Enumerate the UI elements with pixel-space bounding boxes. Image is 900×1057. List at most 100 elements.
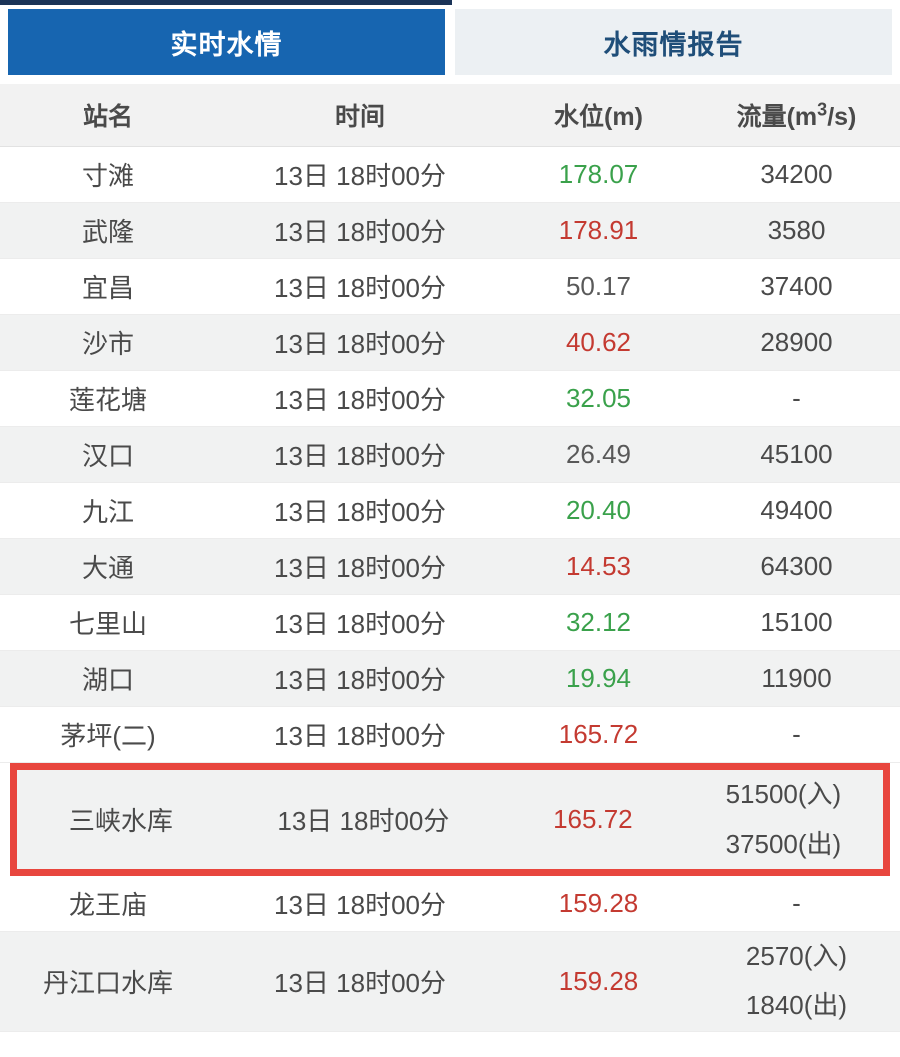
flow-line: - [792, 382, 801, 413]
active-tab-top-stripe [0, 0, 452, 5]
flow-cell: 3580 [693, 206, 900, 255]
flow-cell: 64300 [693, 542, 900, 591]
header-flow: 流量(m3/s) [693, 97, 900, 133]
flow-line: 11900 [761, 662, 832, 693]
station-cell: 茅坪(二) [60, 721, 156, 751]
table-row: 莲花塘 13日 18时00分 32.05 - [0, 371, 900, 427]
table-body: 寸滩 13日 18时00分 178.07 34200 武隆 13日 18时00分… [0, 147, 900, 1032]
flow-cell: 2570(入) 1840(出) [693, 932, 900, 1031]
time-cell: 13日 18时00分 [274, 967, 446, 998]
level-cell: 165.72 [558, 719, 639, 749]
level-cell: 165.72 [553, 804, 633, 834]
level-cell: 40.62 [565, 327, 632, 357]
station-cell: 三峡水库 [68, 806, 173, 836]
level-cell: 20.40 [565, 495, 632, 525]
table-row: 丹江口水库 13日 18时00分 159.28 2570(入) 1840(出) [0, 932, 900, 1032]
table-row: 沙市 13日 18时00分 40.62 28900 [0, 315, 900, 371]
flow-line: 64300 [760, 550, 833, 581]
time-cell: 13日 18时00分 [277, 806, 450, 836]
flow-cell: - [693, 879, 900, 928]
station-cell: 湖口 [81, 665, 134, 695]
station-cell: 寸滩 [81, 161, 134, 191]
table-row-highlighted: 三峡水库 13日 18时00分 165.72 51500(入) 37500(出) [10, 763, 890, 876]
time-cell: 13日 18时00分 [274, 273, 446, 303]
level-cell: 26.49 [565, 439, 632, 469]
station-cell: 丹江口水库 [42, 967, 173, 998]
header-station: 站名 [82, 103, 133, 131]
flow-cell: 51500(入) 37500(出) [684, 770, 883, 869]
time-cell: 13日 18时00分 [274, 609, 446, 639]
time-cell: 13日 18时00分 [274, 217, 446, 247]
table-row: 武隆 13日 18时00分 178.91 3580 [0, 203, 900, 259]
water-level-table: 站名 时间 水位(m) 流量(m3/s) 寸滩 13日 18时00分 178.0… [0, 84, 900, 1032]
table-row: 宜昌 13日 18时00分 50.17 37400 [0, 259, 900, 315]
tab-water-rain-report[interactable]: 水雨情报告 [455, 9, 892, 75]
flow-line: - [792, 718, 801, 749]
flow-unit-superscript: 3 [817, 99, 828, 120]
table-row: 汉口 13日 18时00分 26.49 45100 [0, 427, 900, 483]
time-cell: 13日 18时00分 [274, 385, 446, 415]
station-cell: 宜昌 [81, 273, 134, 303]
level-cell: 159.28 [558, 965, 639, 996]
station-cell: 武隆 [81, 217, 134, 247]
table-row: 湖口 13日 18时00分 19.94 11900 [0, 651, 900, 707]
level-cell: 32.12 [565, 607, 632, 637]
time-cell: 13日 18时00分 [274, 553, 446, 583]
flow-line: 37500(出) [725, 828, 842, 859]
flow-cell: 49400 [693, 486, 900, 535]
flow-line: 1840(出) [745, 990, 848, 1021]
time-cell: 13日 18时00分 [274, 497, 446, 527]
time-cell: 13日 18时00分 [274, 721, 446, 751]
level-cell: 19.94 [565, 663, 632, 693]
tab-realtime-water[interactable]: 实时水情 [8, 9, 445, 75]
table-row: 茅坪(二) 13日 18时00分 165.72 - [0, 707, 900, 763]
flow-line: 45100 [760, 438, 833, 469]
flow-cell: 34200 [693, 150, 900, 199]
flow-unit-suffix: /s) [827, 103, 857, 131]
table-row: 龙王庙 13日 18时00分 159.28 - [0, 876, 900, 932]
table-row: 寸滩 13日 18时00分 178.07 34200 [0, 147, 900, 203]
station-cell: 大通 [81, 553, 134, 583]
flow-cell: 45100 [693, 430, 900, 479]
flow-cell: 11900 [693, 654, 900, 703]
time-cell: 13日 18时00分 [274, 890, 446, 920]
flow-line: 3580 [767, 214, 826, 245]
table-row: 七里山 13日 18时00分 32.12 15100 [0, 595, 900, 651]
level-cell: 32.05 [565, 383, 632, 413]
level-cell: 50.17 [565, 271, 632, 301]
station-cell: 汉口 [81, 441, 134, 471]
flow-line: 34200 [760, 158, 833, 189]
table-row: 九江 13日 18时00分 20.40 49400 [0, 483, 900, 539]
flow-cell: 15100 [693, 598, 900, 647]
header-time: 时间 [334, 103, 385, 131]
flow-line: 2570(入) [745, 941, 848, 971]
flow-cell: - [693, 374, 900, 423]
time-cell: 13日 18时00分 [274, 329, 446, 359]
table-header-row: 站名 时间 水位(m) 流量(m3/s) [0, 84, 900, 147]
table-row: 大通 13日 18时00分 14.53 64300 [0, 539, 900, 595]
flow-unit-prefix: 流量(m [736, 103, 818, 131]
level-cell: 178.91 [558, 215, 639, 245]
level-cell: 178.07 [558, 159, 639, 189]
station-cell: 九江 [81, 497, 134, 527]
level-cell: 14.53 [565, 551, 632, 581]
flow-line: - [792, 887, 801, 918]
flow-line: 37400 [760, 270, 833, 301]
station-cell: 沙市 [81, 329, 134, 359]
flow-line: 28900 [760, 326, 833, 357]
station-cell: 莲花塘 [68, 385, 147, 415]
flow-line: 15100 [760, 606, 833, 637]
time-cell: 13日 18时00分 [274, 441, 446, 471]
station-cell: 七里山 [68, 609, 147, 639]
time-cell: 13日 18时00分 [274, 161, 446, 191]
flow-cell: 28900 [693, 318, 900, 367]
flow-cell: 37400 [693, 262, 900, 311]
flow-line: 49400 [760, 494, 833, 525]
time-cell: 13日 18时00分 [274, 665, 446, 695]
header-water-level: 水位(m) [554, 103, 643, 131]
tab-bar: 实时水情 水雨情报告 [0, 9, 900, 75]
station-cell: 龙王庙 [68, 890, 147, 920]
flow-line: 51500(入) [725, 779, 842, 810]
level-cell: 159.28 [558, 888, 639, 918]
